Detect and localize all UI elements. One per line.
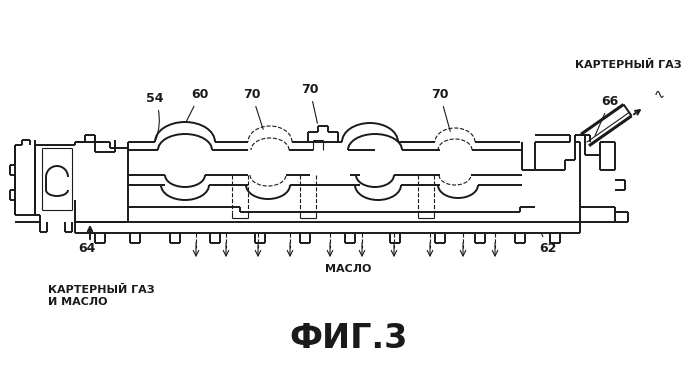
Text: МАСЛО: МАСЛО bbox=[325, 264, 371, 274]
Text: 60: 60 bbox=[186, 88, 209, 121]
Text: ФИГ.3: ФИГ.3 bbox=[290, 322, 408, 354]
Text: КАРТЕРНЫЙ ГАЗ: КАРТЕРНЫЙ ГАЗ bbox=[574, 60, 681, 70]
Text: 70: 70 bbox=[431, 88, 450, 131]
Text: 62: 62 bbox=[540, 233, 557, 255]
Text: КАРТЕРНЫЙ ГАЗ
И МАСЛО: КАРТЕРНЫЙ ГАЗ И МАСЛО bbox=[48, 285, 155, 307]
Text: 54: 54 bbox=[147, 92, 164, 139]
Text: 70: 70 bbox=[243, 88, 263, 130]
Text: 66: 66 bbox=[595, 95, 618, 135]
Text: 64: 64 bbox=[78, 242, 96, 255]
Text: 70: 70 bbox=[302, 83, 319, 123]
